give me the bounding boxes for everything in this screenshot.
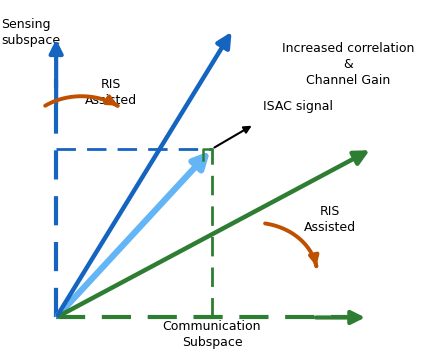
Text: Sensing
subspace: Sensing subspace [1, 18, 61, 47]
Text: Communication
Subspace: Communication Subspace [163, 320, 261, 349]
Text: RIS
Assisted: RIS Assisted [85, 78, 137, 107]
Text: Increased correlation
&
Channel Gain: Increased correlation & Channel Gain [282, 42, 414, 87]
Text: RIS
Assisted: RIS Assisted [304, 205, 356, 234]
Text: ISAC signal: ISAC signal [262, 100, 332, 113]
